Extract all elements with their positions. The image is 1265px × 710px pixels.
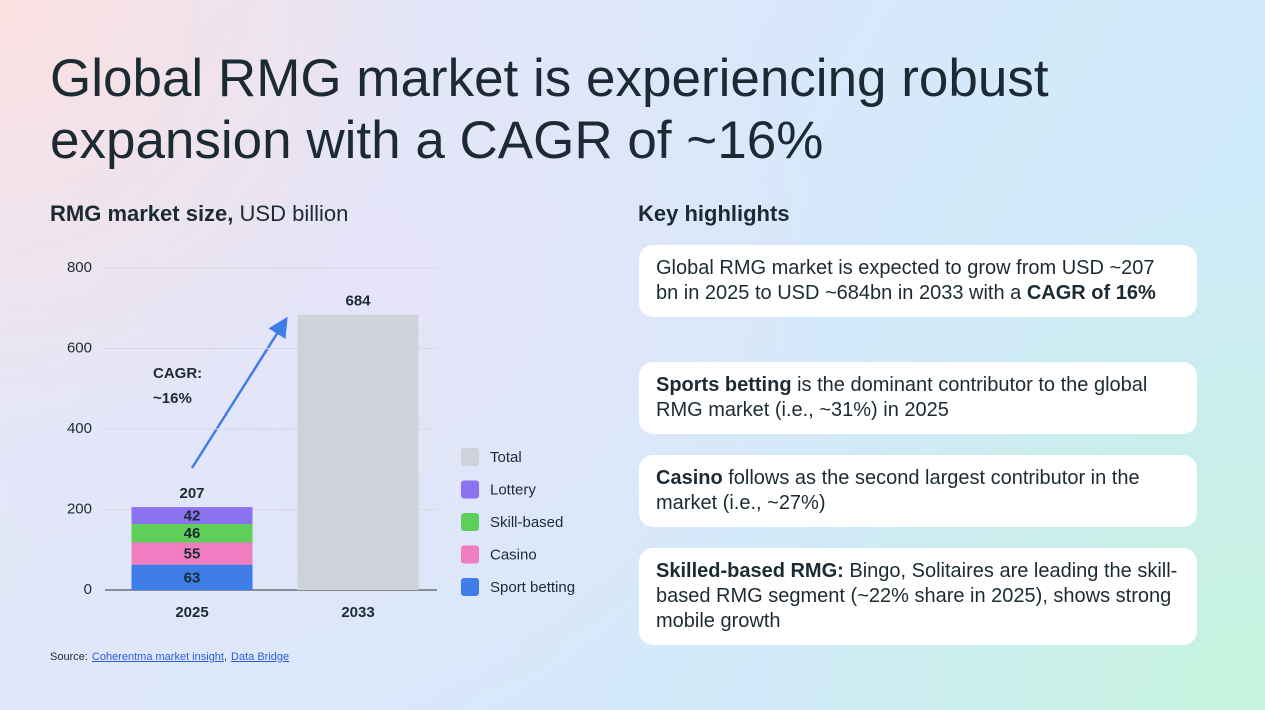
total-label: 207	[179, 485, 204, 502]
x-tick-label: 2025	[175, 604, 208, 621]
highlight-text: Bingo, Solitaires are leading the skill-…	[656, 560, 1178, 632]
highlight-text: Skilled-based RMG:	[656, 560, 844, 582]
slide-title: Global RMG market is experiencing robust…	[50, 48, 1049, 172]
highlights-title: Key highlights	[638, 201, 790, 226]
segment-label: 55	[184, 546, 201, 563]
legend-label: Skill-based	[490, 514, 563, 531]
highlight-text: CAGR of 16%	[1026, 282, 1156, 304]
highlight-text: Global RMG market is expected to grow fr…	[656, 257, 1155, 304]
legend-swatch	[461, 448, 479, 466]
highlight-card: Global RMG market is expected to grow fr…	[639, 245, 1197, 317]
bar-segment	[131, 507, 253, 524]
legend-label: Total	[490, 449, 522, 466]
segment-label: 42	[184, 508, 201, 525]
title-line: Global RMG market is experiencing robust	[50, 49, 1049, 108]
legend-swatch	[461, 480, 479, 499]
legend-swatch	[461, 513, 479, 531]
bar-segment	[131, 564, 253, 590]
highlight-card: Skilled-based RMG: Bingo, Solitaires are…	[639, 548, 1197, 645]
highlight-card: Casino follows as the second largest con…	[639, 455, 1197, 527]
chart-title: RMG market size,	[50, 201, 234, 226]
highlight-text: follows as the second largest contributo…	[656, 467, 1140, 514]
source: Source: Coherentma market insight, Data Br…	[50, 651, 289, 663]
total-label: 684	[345, 293, 371, 310]
y-tick-label: 600	[67, 339, 92, 356]
y-tick-label: 800	[67, 259, 92, 276]
legend-label: Casino	[490, 546, 537, 563]
y-tick-label: 400	[67, 420, 92, 437]
legend-label: Lottery	[490, 481, 536, 498]
y-tick-label: 200	[67, 500, 92, 517]
title-line: expansion with a CAGR of ~16%	[50, 111, 824, 170]
bar-segment	[131, 542, 253, 565]
bar-segment	[297, 314, 419, 590]
highlight-text: is the dominant contributor to the globa…	[656, 374, 1148, 421]
y-tick-label: 0	[84, 581, 92, 598]
highlight-text: Sports betting	[656, 374, 792, 396]
legend-swatch	[461, 545, 479, 564]
source-separator: ,	[223, 651, 228, 663]
source-link[interactable]: Coherentma market insight	[91, 651, 224, 663]
bar-segment	[131, 523, 253, 543]
source-label: Source:	[50, 651, 88, 663]
segment-label: 63	[184, 569, 201, 586]
legend-swatch	[461, 578, 479, 596]
chart-heading: RMG market size, USD billion	[50, 201, 348, 227]
highlight-card: Sports betting is the dominant contribut…	[639, 362, 1197, 434]
segment-label: 46	[184, 525, 201, 542]
cagr-annotation: CAGR:	[153, 365, 202, 382]
legend-label: Sport betting	[490, 579, 575, 596]
growth-arrow	[190, 316, 288, 469]
chart-unit: USD billion	[239, 201, 349, 226]
cagr-annotation: ~16%	[153, 390, 192, 407]
source-link[interactable]: Data Bridge	[231, 651, 290, 663]
x-tick-label: 2033	[341, 604, 374, 621]
highlight-text: Casino	[656, 467, 723, 489]
